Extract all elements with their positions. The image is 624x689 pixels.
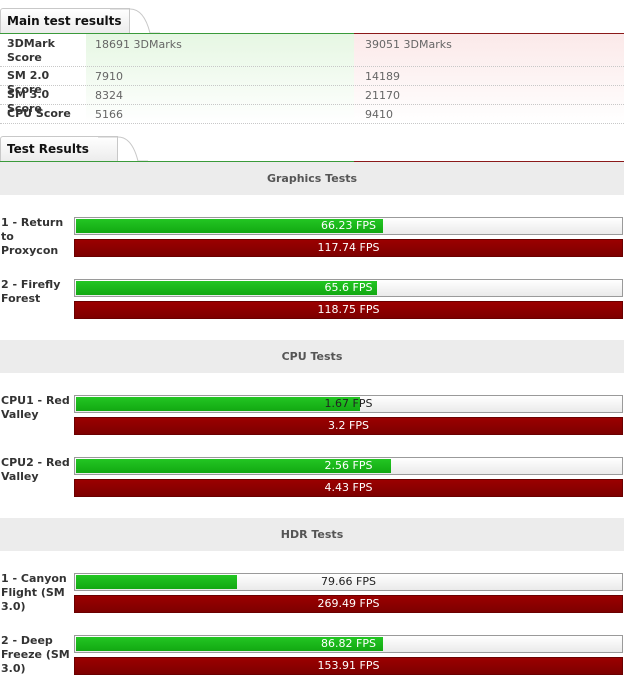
test-label-line: 1 - Return to — [1, 216, 64, 243]
score-label: SM 3.0 Score — [7, 88, 50, 115]
system-b-fps: 117.74 FPS — [317, 241, 380, 254]
test-label-line: Valley — [1, 470, 39, 483]
score-label: 3DMark — [7, 37, 55, 50]
system-a-fps: 2.56 FPS — [324, 459, 373, 472]
test-label: 2 - Firefly Forest — [1, 278, 73, 306]
score-row-cpu: CPU Score 5166 9410 — [0, 105, 624, 124]
test-label: CPU2 - Red Valley — [1, 456, 73, 484]
test-label-line: Proxycon — [1, 244, 59, 257]
test-label-line: Flight (SM — [1, 586, 65, 599]
test-label-line: 2 - Firefly — [1, 278, 61, 291]
system-a-bar-fill — [76, 219, 383, 233]
system-a-score: 5166 — [95, 108, 123, 121]
system-b-score: 39051 3DMarks — [365, 38, 452, 51]
system-b-fps: 4.43 FPS — [324, 481, 373, 494]
test-label-line: 1 - Canyon — [1, 572, 67, 585]
system-a-bar-fill — [76, 637, 383, 651]
test-label: 1 - Return to Proxycon — [1, 216, 73, 258]
system-a-score: 8324 — [95, 89, 123, 102]
system-a-bar: 1.67 FPS — [74, 395, 623, 413]
test-label-line: 3.0) — [1, 662, 26, 675]
tab-curve — [98, 136, 148, 162]
system-b-fps: 269.49 FPS — [317, 597, 380, 610]
score-label: CPU Score — [7, 107, 71, 120]
system-a-bar-fill — [76, 281, 377, 295]
test-label-line: 2 - Deep — [1, 634, 53, 647]
score-row-sm30: SM 3.0 Score 8324 21170 — [0, 86, 624, 115]
system-a-bar: 65.6 FPS — [74, 279, 623, 297]
system-a-column-bg — [86, 34, 354, 123]
system-a-fps: 66.23 FPS — [321, 219, 376, 232]
test-label-line: Valley — [1, 408, 39, 421]
score-label: Score — [7, 51, 42, 64]
main-results-header: Main test results — [0, 8, 624, 34]
test-label: CPU1 - Red Valley — [1, 394, 73, 422]
test-label-line: 3.0) — [1, 600, 26, 613]
system-b-score: 14189 — [365, 70, 400, 83]
system-a-line — [0, 33, 354, 34]
system-b-fps: 118.75 FPS — [317, 303, 380, 316]
main-results-tab: Main test results — [0, 8, 130, 33]
system-a-score: 7910 — [95, 70, 123, 83]
system-b-score: 9410 — [365, 108, 393, 121]
system-b-line — [354, 33, 624, 34]
score-row-3dmark: 3DMark Score 18691 3DMarks 39051 3DMarks — [0, 35, 624, 67]
system-a-score: 18691 3DMarks — [95, 38, 182, 51]
system-a-fps: 65.6 FPS — [324, 281, 373, 294]
system-a-bar-fill — [76, 575, 237, 589]
score-label: SM 2.0 Score — [7, 69, 50, 96]
system-b-bar: 4.43 FPS — [74, 479, 623, 497]
system-b-score: 21170 — [365, 89, 400, 102]
system-b-bar: 153.91 FPS — [74, 657, 623, 675]
test-label-line: Freeze (SM — [1, 648, 70, 661]
system-a-line — [0, 161, 354, 162]
test-label-line: Forest — [1, 292, 41, 305]
system-b-column-bg — [354, 34, 624, 123]
test-label-line: CPU1 - Red — [1, 394, 70, 407]
system-b-fps: 3.2 FPS — [328, 419, 369, 432]
system-b-bar: 117.74 FPS — [74, 239, 623, 257]
system-b-line — [354, 161, 624, 162]
system-a-bar: 86.82 FPS — [74, 635, 623, 653]
test-label: 1 - Canyon Flight (SM 3.0) — [1, 572, 73, 614]
test-results-header: Test Results — [0, 136, 624, 162]
system-b-bar: 118.75 FPS — [74, 301, 623, 319]
section-graphics-tests: Graphics Tests — [0, 162, 624, 195]
test-label-line: CPU2 - Red — [1, 456, 70, 469]
test-label: 2 - Deep Freeze (SM 3.0) — [1, 634, 73, 676]
section-hdr-tests: HDR Tests — [0, 518, 624, 551]
system-a-bar-fill — [76, 397, 360, 411]
system-a-bar: 79.66 FPS — [74, 573, 623, 591]
section-cpu-tests: CPU Tests — [0, 340, 624, 373]
system-a-fps: 1.67 FPS — [324, 397, 373, 410]
score-row-sm20: SM 2.0 Score 7910 14189 — [0, 67, 624, 96]
system-a-bar-fill — [76, 459, 391, 473]
system-a-fps: 79.66 FPS — [321, 575, 376, 588]
tab-curve — [110, 8, 160, 34]
system-a-bar: 66.23 FPS — [74, 217, 623, 235]
system-a-bar: 2.56 FPS — [74, 457, 623, 475]
system-b-bar: 269.49 FPS — [74, 595, 623, 613]
system-a-fps: 86.82 FPS — [321, 637, 376, 650]
system-b-fps: 153.91 FPS — [317, 659, 380, 672]
test-results-tab: Test Results — [0, 136, 118, 161]
system-b-bar: 3.2 FPS — [74, 417, 623, 435]
